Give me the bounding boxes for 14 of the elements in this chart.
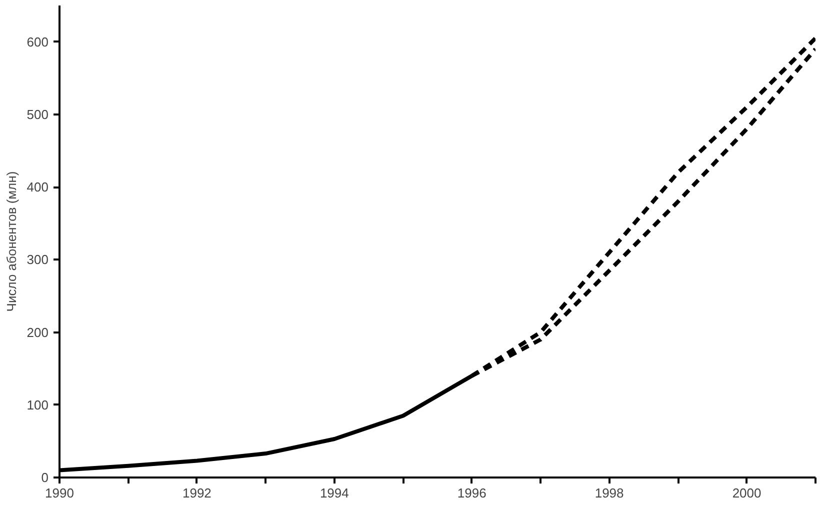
y-tick-label: 600 (26, 34, 49, 50)
y-tick-label: 200 (26, 324, 49, 340)
y-tick-label: 0 (41, 470, 49, 485)
y-tick-label: 300 (26, 252, 49, 268)
y-tick-label: 100 (26, 397, 49, 412)
x-tick-label: 1996 (457, 486, 486, 500)
x-tick-label: 1992 (182, 486, 212, 500)
x-tick-label: 1990 (45, 486, 74, 500)
x-tick-label: 1998 (594, 486, 624, 500)
y-tick-label: 400 (26, 180, 49, 195)
y-tick-label: 500 (26, 106, 49, 122)
x-tick-label: 1994 (320, 486, 349, 500)
y-axis-title: Число абонентов (млн) (4, 171, 19, 312)
x-tick-label: 2000 (732, 486, 762, 500)
